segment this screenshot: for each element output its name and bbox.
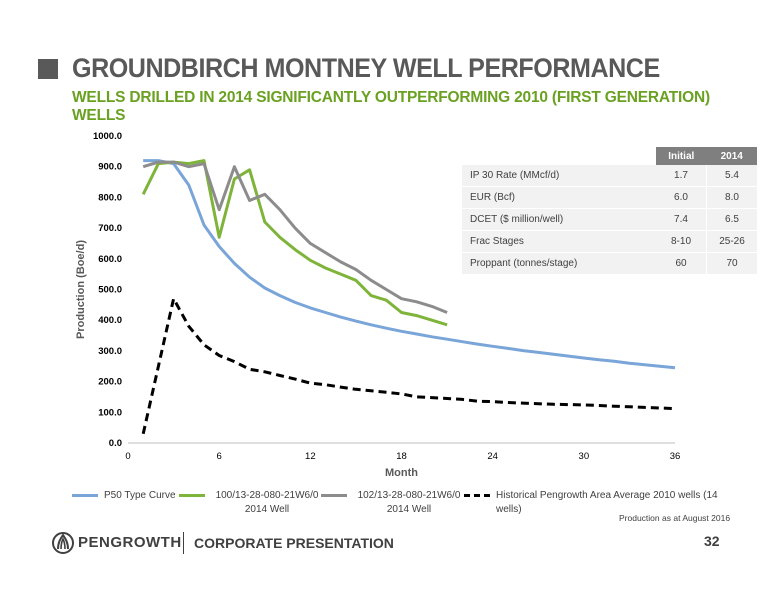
- legend-label-well100: 100/13-28-080-21W6/0 2014 Well: [215, 490, 319, 515]
- table-cell-2014: 8.0: [706, 186, 757, 209]
- table-cell-initial: 1.7: [656, 165, 707, 187]
- brand-name: PENGROWTH: [78, 534, 182, 551]
- table-cell-initial: 6.0: [656, 186, 707, 209]
- series-line-0: [143, 159, 676, 370]
- table-header-initial: Initial: [656, 147, 707, 165]
- legend-swatch-historical: [464, 494, 490, 497]
- y-tick-label: 600.0: [98, 254, 122, 265]
- legend-label-well102: 102/13-28-080-21W6/0 2014 Well: [357, 490, 461, 515]
- series-line-2: [142, 160, 448, 314]
- production-footnote: Production as at August 2016: [619, 513, 731, 523]
- table-header-blank: [462, 147, 656, 165]
- table-row: IP 30 Rate (MMcf/d) 1.7 5.4: [462, 165, 757, 187]
- x-tick-label: 12: [305, 451, 316, 462]
- x-tick-label: 0: [125, 451, 130, 462]
- table-row: EUR (Bcf) 6.0 8.0: [462, 186, 757, 209]
- table-cell-2014: 6.5: [706, 208, 757, 231]
- y-tick-label: 0.0: [109, 438, 122, 449]
- table-row: Proppant (tonnes/stage) 60 70: [462, 252, 757, 275]
- x-tick-label: 6: [217, 451, 222, 462]
- legend-label-historical: Historical Pengrowth Area Average 2010 w…: [496, 490, 718, 515]
- legend-swatch-well100: [179, 494, 205, 497]
- y-axis-title: Production (Boe/d): [75, 240, 87, 339]
- table-header-2014: 2014: [706, 147, 757, 165]
- table-cell-initial: 8-10: [656, 230, 707, 253]
- y-tick-label: 800.0: [98, 192, 122, 203]
- x-tick-label: 24: [487, 451, 498, 462]
- x-tick-label: 30: [579, 451, 590, 462]
- page-title: GROUNDBIRCH MONTNEY WELL PERFORMANCE: [72, 53, 660, 83]
- chart-series: [141, 159, 676, 435]
- series-line-1: [141, 159, 448, 327]
- y-tick-label: 100.0: [98, 407, 122, 418]
- table-row-label: DCET ($ million/well): [462, 208, 656, 231]
- footer-divider: [183, 532, 184, 554]
- table-row: Frac Stages 8-10 25-26: [462, 230, 757, 253]
- table-row-label: IP 30 Rate (MMcf/d): [462, 165, 656, 187]
- page-number: 32: [704, 533, 720, 549]
- y-tick-label: 400.0: [98, 315, 122, 326]
- x-tick-label: 18: [396, 451, 407, 462]
- y-tick-label: 200.0: [98, 377, 122, 388]
- table-cell-2014: 25-26: [706, 230, 757, 253]
- table-row-label: EUR (Bcf): [462, 186, 656, 209]
- table-row: DCET ($ million/well) 7.4 6.5: [462, 208, 757, 231]
- page-subtitle: WELLS DRILLED IN 2014 SIGNIFICANTLY OUTP…: [72, 89, 710, 124]
- table-cell-initial: 7.4: [656, 208, 707, 231]
- series-line-3: [141, 297, 676, 435]
- table-row-label: Frac Stages: [462, 230, 656, 253]
- x-tick-label: 36: [670, 451, 681, 462]
- well-comparison-table: Initial 2014 IP 30 Rate (MMcf/d) 1.7 5.4…: [462, 147, 757, 275]
- y-tick-label: 900.0: [98, 162, 122, 173]
- footer-title: CORPORATE PRESENTATION: [194, 535, 394, 551]
- y-tick-label: 700.0: [98, 223, 122, 234]
- table-row-label: Proppant (tonnes/stage): [462, 252, 656, 275]
- y-tick-label: 300.0: [98, 346, 122, 357]
- y-tick-label: 1000.0: [93, 131, 122, 142]
- table-cell-2014: 70: [706, 252, 757, 275]
- y-tick-label: 500.0: [98, 285, 122, 296]
- table-cell-2014: 5.4: [706, 165, 757, 187]
- title-marker: [38, 59, 58, 79]
- legend-label-p50: P50 Type Curve: [104, 490, 176, 501]
- pengrowth-logo: PENGROWTH: [52, 530, 192, 558]
- table-header-row: Initial 2014: [462, 147, 757, 165]
- table-cell-initial: 60: [656, 252, 707, 275]
- x-axis-title: Month: [385, 467, 418, 479]
- legend-swatch-well102: [321, 494, 347, 497]
- legend-swatch-p50: [72, 494, 98, 497]
- chart-labels: 0 6 12 18 24 30 36 0.0 100.0 200.0 300.0 400.0 500.0…: [75, 131, 680, 479]
- pengrowth-logo-icon: [52, 532, 74, 554]
